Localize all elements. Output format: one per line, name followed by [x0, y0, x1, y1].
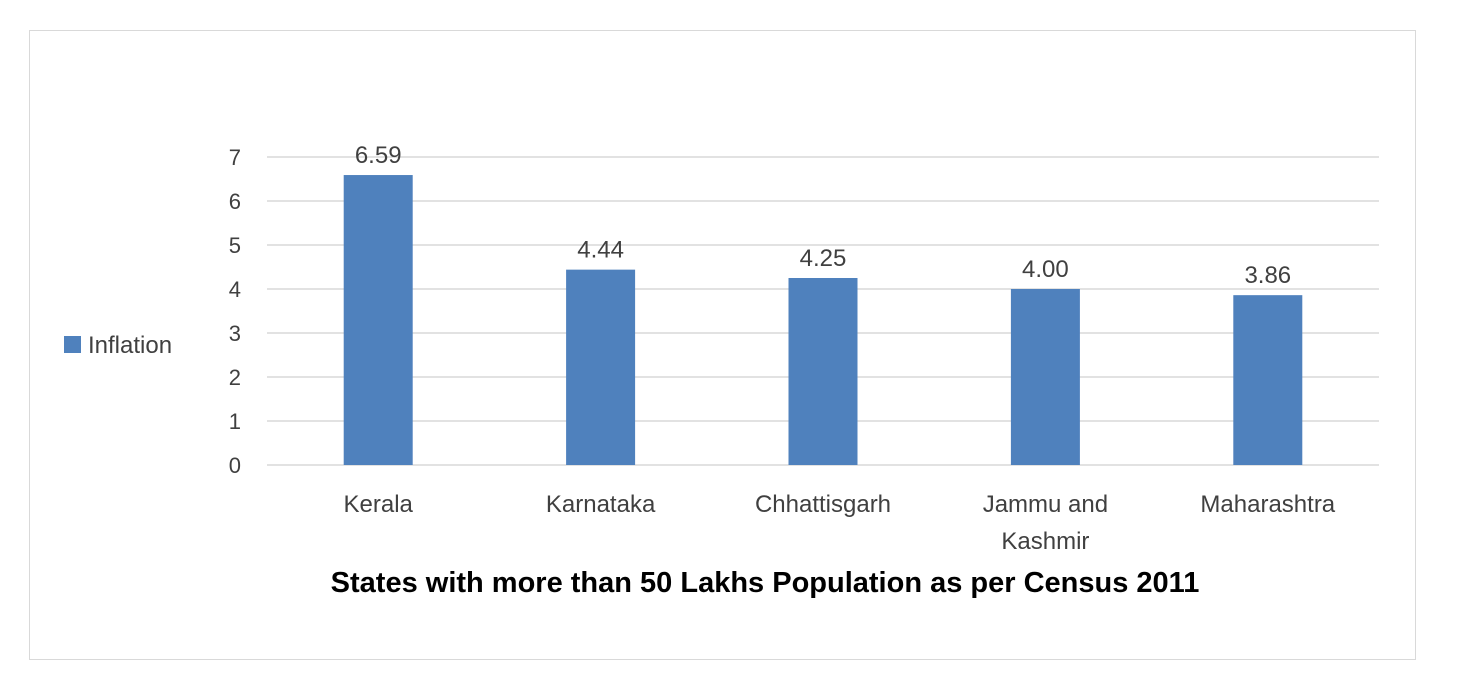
x-tick-label: Jammu and Kashmir	[983, 491, 1108, 555]
chart-frame	[29, 30, 1416, 660]
data-labels: 6.59 4.44 4.25 4.00 3.86	[355, 142, 1291, 289]
data-label: 4.25	[800, 245, 847, 272]
legend-label-inflation: Inflation	[88, 332, 172, 359]
x-tick-label: Kerala	[344, 491, 414, 518]
data-label: 4.44	[577, 237, 624, 264]
y-tick-label: 1	[229, 409, 241, 434]
legend: Inflation	[64, 332, 172, 359]
bars	[343, 175, 1303, 466]
x-tick-label: Chhattisgarh	[755, 491, 891, 518]
y-tick-label: 6	[229, 189, 241, 214]
bar-jammu-and-kashmir	[1010, 289, 1080, 465]
bar-chhattisgarh	[788, 278, 858, 465]
bar-maharashtra	[1233, 295, 1303, 465]
x-tick-label: Karnataka	[546, 491, 656, 518]
x-axis-categories: Kerala Karnataka Chhattisgarh Jammu and Kash…	[344, 491, 1336, 555]
y-tick-label: 7	[229, 145, 241, 170]
legend-swatch-inflation	[64, 336, 81, 353]
y-tick-label: 3	[229, 321, 241, 346]
y-tick-label: 2	[229, 365, 241, 390]
y-tick-label: 5	[229, 233, 241, 258]
y-tick-label: 0	[229, 453, 241, 478]
chart-title: States with more than 50 Lakhs Populatio…	[331, 567, 1200, 599]
bar-kerala	[343, 175, 413, 466]
data-label: 3.86	[1244, 262, 1291, 289]
bar-karnataka	[566, 269, 636, 465]
y-axis-ticks: 0 1 2 3 4 5 6 7	[229, 145, 241, 478]
x-tick-label: Maharashtra	[1200, 491, 1335, 518]
y-tick-label: 4	[229, 277, 241, 302]
data-label: 4.00	[1022, 256, 1069, 283]
data-label: 6.59	[355, 142, 402, 169]
